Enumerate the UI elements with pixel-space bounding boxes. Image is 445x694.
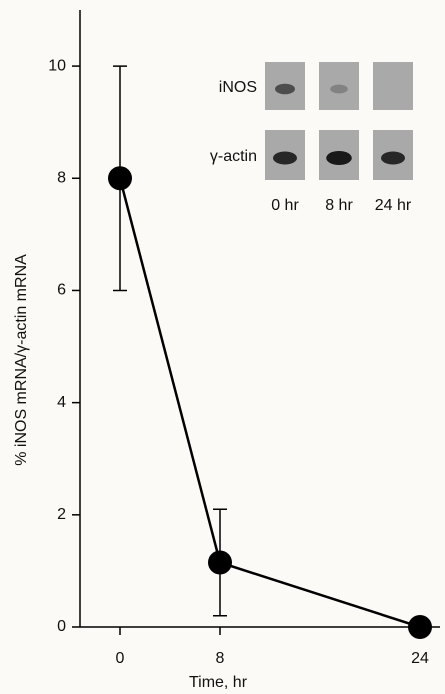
x-tick-label: 0 xyxy=(116,650,125,667)
y-tick-label: 6 xyxy=(57,282,66,299)
inset-column-label: 24 hr xyxy=(375,197,412,214)
y-tick-label: 4 xyxy=(57,394,66,411)
blot-band xyxy=(273,152,297,165)
y-tick-label: 2 xyxy=(57,506,66,523)
blot-band xyxy=(275,84,295,95)
inset-column-label: 8 hr xyxy=(325,197,353,214)
x-axis-label: Time, hr xyxy=(189,674,248,691)
blot-lane xyxy=(373,62,413,110)
data-point xyxy=(208,550,232,574)
data-line xyxy=(120,178,420,627)
chart: Time, hr % iNOS mRNA/γ-actin mRNA 024681… xyxy=(0,0,445,694)
inset-column-label: 0 hr xyxy=(271,197,299,214)
data-point xyxy=(408,615,432,639)
y-tick-label: 10 xyxy=(48,57,66,74)
data-point xyxy=(108,166,132,190)
blot-band xyxy=(326,151,352,165)
y-tick-label: 0 xyxy=(57,618,66,635)
x-tick-label: 8 xyxy=(216,650,225,667)
x-tick-label: 24 xyxy=(411,650,429,667)
inset-row-label: iNOS xyxy=(219,79,257,96)
blot-band xyxy=(330,85,348,94)
y-tick-label: 8 xyxy=(57,169,66,186)
blot-band xyxy=(381,152,405,165)
y-axis-label: % iNOS mRNA/γ-actin mRNA xyxy=(13,254,30,466)
inset-row-label: γ-actin xyxy=(210,148,257,165)
